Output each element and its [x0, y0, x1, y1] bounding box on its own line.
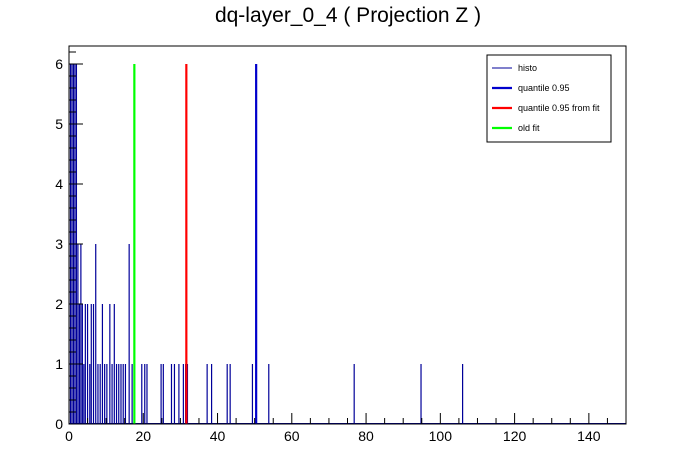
y-tick-label: 4 — [55, 176, 63, 192]
x-tick-label: 120 — [503, 428, 527, 444]
y-tick-label: 2 — [55, 296, 63, 312]
quantile-lines — [133, 64, 258, 424]
legend-label: old fit — [518, 123, 540, 133]
legend-label: quantile 0.95 — [518, 83, 570, 93]
x-tick-label: 20 — [135, 428, 151, 444]
x-tick-label: 0 — [65, 428, 73, 444]
y-tick-label: 0 — [55, 416, 63, 432]
legend-label: histo — [518, 63, 537, 73]
legend-label: quantile 0.95 from fit — [518, 103, 600, 113]
x-tick-label: 60 — [284, 428, 300, 444]
x-tick-label: 140 — [577, 428, 601, 444]
x-tick-label: 80 — [358, 428, 374, 444]
x-axis: 0 20 40 60 80 100 120 140 — [65, 413, 627, 444]
y-tick-label: 1 — [55, 356, 63, 372]
y-tick-label: 3 — [55, 236, 63, 252]
legend: histo quantile 0.95 quantile 0.95 from fit… — [486, 54, 612, 143]
x-tick-label: 100 — [429, 428, 453, 444]
chart-title: dq-layer_0_4 ( Projection Z ) — [214, 4, 482, 27]
y-tick-label: 6 — [55, 56, 63, 72]
x-tick-label: 40 — [210, 428, 226, 444]
y-axis: 0 1 2 3 4 5 6 — [55, 51, 83, 432]
y-tick-label: 5 — [55, 116, 63, 132]
